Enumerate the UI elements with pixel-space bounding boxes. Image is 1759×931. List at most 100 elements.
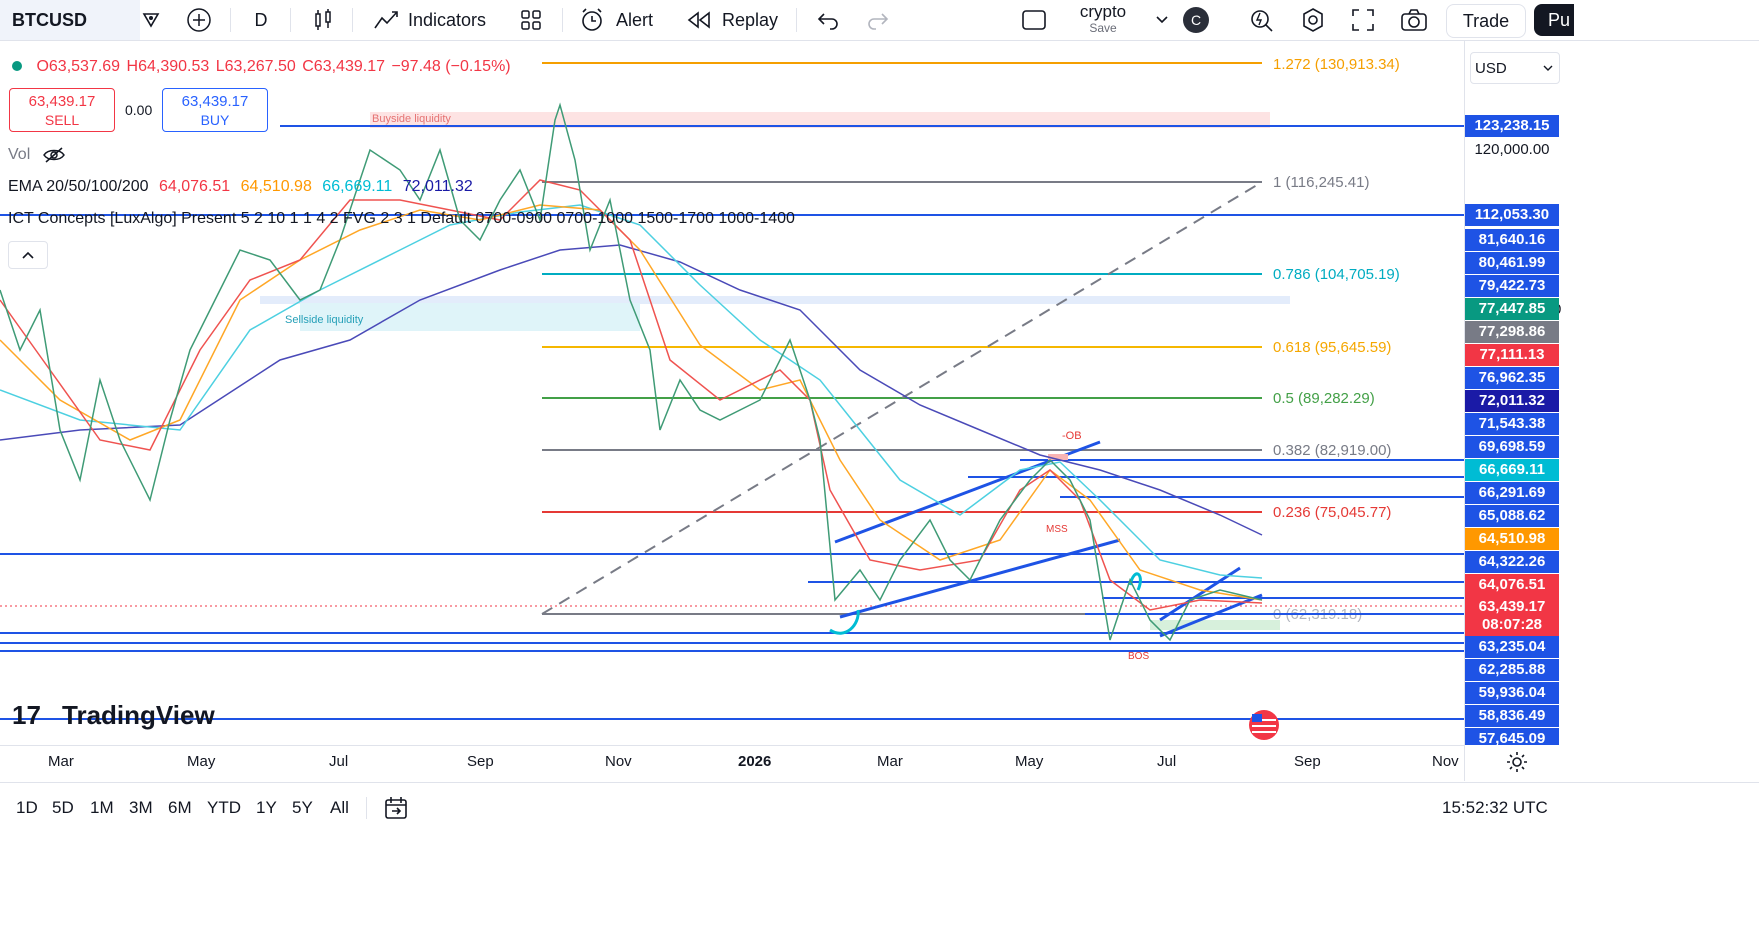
pattern-annotation xyxy=(1128,572,1142,591)
time-label: Nov xyxy=(1432,753,1459,770)
price-tag[interactable]: 123,238.15 xyxy=(1465,115,1559,137)
interval-button[interactable]: D xyxy=(254,9,268,30)
fib-label: 0.236 (75,045.77) xyxy=(1273,504,1391,521)
fib-label: 1.272 (130,913.34) xyxy=(1273,56,1400,73)
svg-text:TradingView: TradingView xyxy=(62,700,215,730)
candles-icon[interactable] xyxy=(310,0,336,40)
publish-button[interactable]: Pu xyxy=(1534,4,1574,36)
indicators-button[interactable]: Indicators xyxy=(372,0,486,40)
price-tag[interactable]: 71,543.38 xyxy=(1465,413,1559,435)
chevron-down-icon[interactable] xyxy=(1152,0,1172,40)
ohlc-legend: O63,537.69 H64,390.53 L63,267.50 C63,439… xyxy=(12,58,513,76)
fullscreen-icon[interactable] xyxy=(1348,0,1378,40)
price-tag[interactable]: 80,461.99 xyxy=(1465,252,1559,274)
buyside-liquidity-label: Buyside liquidity xyxy=(372,113,451,125)
range-1d[interactable]: 1D xyxy=(16,798,38,817)
clock-timezone[interactable]: 15:52:32 UTC xyxy=(1442,798,1548,817)
price-tag[interactable]: 63,235.04 xyxy=(1465,636,1559,658)
price-tag[interactable]: 57,645.09 xyxy=(1465,728,1559,745)
pattern-annotation xyxy=(829,609,860,635)
chart-canvas[interactable]: Buyside liquidity Sellside liquidity 1.2… xyxy=(0,41,1759,781)
layout-select-icon[interactable] xyxy=(1020,0,1048,40)
buyside-liquidity-zone xyxy=(370,112,1270,128)
collapse-legend-button[interactable] xyxy=(8,241,48,269)
calendar-range-icon[interactable] xyxy=(383,783,409,833)
mss-label: MSS xyxy=(1046,524,1068,535)
redo-icon[interactable] xyxy=(864,0,892,40)
avatar[interactable]: C xyxy=(1182,0,1210,40)
volume-legend[interactable]: Vol xyxy=(8,146,65,164)
quick-search-icon[interactable] xyxy=(1246,0,1276,40)
price-tag[interactable]: 64,510.98 xyxy=(1465,528,1559,550)
range-1y[interactable]: 1Y xyxy=(256,798,277,817)
undo-icon[interactable] xyxy=(814,0,842,40)
sellside-liquidity-zone xyxy=(300,303,640,331)
ema-50-line xyxy=(0,204,1263,601)
currency-select[interactable]: USD xyxy=(1470,52,1560,84)
rewind-icon xyxy=(687,11,710,29)
price-tag[interactable]: 65,088.62 xyxy=(1465,505,1559,527)
range-5y[interactable]: 5Y xyxy=(292,798,313,817)
range-1m[interactable]: 1M xyxy=(90,798,114,817)
time-label: Sep xyxy=(1294,753,1321,770)
price-tag[interactable]: 72,011.32 xyxy=(1465,390,1559,412)
price-tag[interactable]: 66,669.11 xyxy=(1465,459,1559,481)
range-ytd[interactable]: YTD xyxy=(207,798,241,817)
last-price-tag[interactable]: 63,439.17 xyxy=(1465,596,1559,618)
price-tag[interactable]: 77,447.85 xyxy=(1465,298,1559,320)
range-6m[interactable]: 6M xyxy=(168,798,192,817)
compare-icon[interactable] xyxy=(136,0,166,40)
add-symbol-icon[interactable] xyxy=(184,0,214,40)
price-tag[interactable]: 81,640.16 xyxy=(1465,229,1559,251)
fib-retracement[interactable]: 1.272 (130,913.34) 1 (116,245.41) 0.786 … xyxy=(541,56,1400,623)
price-tag[interactable]: 59,936.04 xyxy=(1465,682,1559,704)
liquidity-band-zone xyxy=(260,296,1290,304)
settings-icon[interactable] xyxy=(1298,0,1328,40)
bos-label: BOS xyxy=(1128,651,1149,662)
eye-hidden-icon[interactable] xyxy=(42,147,65,163)
fib-label: 1 (116,245.41) xyxy=(1273,174,1369,191)
chevron-up-icon xyxy=(22,251,34,259)
horizontal-levels[interactable] xyxy=(0,125,1465,720)
price-tag[interactable]: 62,285.88 xyxy=(1465,659,1559,681)
price-tag[interactable]: 66,291.69 xyxy=(1465,482,1559,504)
spread-value: 0.00 xyxy=(125,102,153,118)
symbol-search[interactable]: BTCUSD xyxy=(0,0,140,40)
price-tag[interactable]: 76,962.35 xyxy=(1465,367,1559,389)
ict-legend[interactable]: ICT Concepts [LuxAlgo] Present 5 2 10 1 … xyxy=(8,210,795,227)
alert-button[interactable]: Alert xyxy=(578,0,653,40)
templates-icon[interactable] xyxy=(518,0,544,40)
layout-name-button[interactable]: crypto Save xyxy=(1079,2,1127,35)
buy-button[interactable]: 63,439.17 BUY xyxy=(162,88,268,132)
tradingview-logo: 17 TradingView xyxy=(12,700,215,730)
price-tag[interactable]: 77,111.13 xyxy=(1465,344,1559,366)
bar-countdown-tag: 08:07:28 xyxy=(1465,614,1559,636)
replay-button[interactable]: Replay xyxy=(686,0,778,40)
sell-button[interactable]: 63,439.17 SELL xyxy=(9,88,115,132)
ema-legend[interactable]: EMA 20/50/100/200 64,076.51 64,510.98 66… xyxy=(8,178,473,195)
price-tag[interactable]: 77,298.86 xyxy=(1465,321,1559,343)
price-tag[interactable]: 79,422.73 xyxy=(1465,275,1559,297)
alarm-clock-icon xyxy=(582,8,602,31)
top-toolbar: BTCUSD D Indicators Alert Replay crypto xyxy=(0,0,1759,41)
time-label: Mar xyxy=(877,753,903,770)
fib-label: 0.618 (95,645.59) xyxy=(1273,339,1391,356)
time-axis[interactable] xyxy=(0,745,1464,782)
price-tag[interactable]: 112,053.30 xyxy=(1465,204,1559,226)
price-tag[interactable]: 58,836.49 xyxy=(1465,705,1559,727)
range-3m[interactable]: 3M xyxy=(129,798,153,817)
range-all[interactable]: All xyxy=(330,798,349,817)
range-5d[interactable]: 5D xyxy=(52,798,74,817)
price-tag[interactable]: 64,076.51 xyxy=(1465,574,1559,596)
price-tag[interactable]: 64,322.26 xyxy=(1465,551,1559,573)
ema-lines[interactable] xyxy=(0,179,1263,611)
ema-200-line xyxy=(0,244,1263,536)
price-scale-label: 120,000.00 xyxy=(1474,141,1550,158)
price-tag[interactable]: 69,698.59 xyxy=(1465,436,1559,458)
trade-button[interactable]: Trade xyxy=(1446,4,1526,38)
price-series xyxy=(0,102,1263,642)
chart-settings-gear-icon[interactable] xyxy=(1505,750,1529,774)
indicators-icon xyxy=(374,11,398,29)
time-label: May xyxy=(187,753,216,770)
camera-icon[interactable] xyxy=(1398,0,1430,40)
